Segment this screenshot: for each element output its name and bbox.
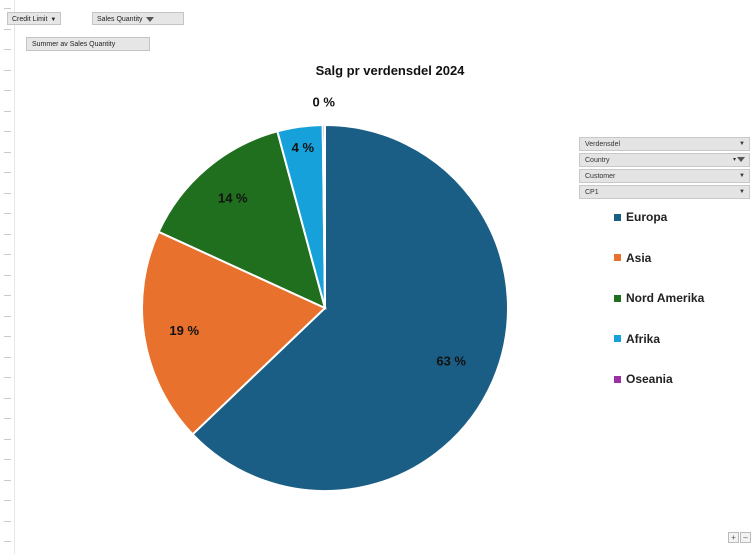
zoom-in-button[interactable]: + xyxy=(728,532,739,543)
sales-quantity-label: Sales Quantity xyxy=(97,16,143,23)
pie-slice-oseania[interactable] xyxy=(321,123,326,309)
legend-swatch xyxy=(614,213,621,221)
legend-label: Asia xyxy=(626,250,652,265)
dropdown-arrow-icon: ▼ xyxy=(739,173,745,179)
legend-swatch xyxy=(614,335,621,342)
axis-field-list: Verdensdel ▼ Country ▾ Customer ▼ CP1 ▼ xyxy=(579,137,750,201)
dropdown-arrow-icon: ▼ xyxy=(739,189,745,195)
legend-item-afrika[interactable]: Afrika xyxy=(614,330,704,348)
chart-legend: Europa Asia Nord Amerika Afrika Oseania xyxy=(614,208,704,411)
zoom-out-button[interactable]: – xyxy=(740,532,751,543)
legend-label: Afrika xyxy=(626,331,661,346)
values-field-button[interactable]: Summer av Sales Quantity xyxy=(26,37,150,51)
pie-slice-europa[interactable] xyxy=(191,123,509,492)
field-button-customer[interactable]: Customer ▼ xyxy=(579,169,750,183)
legend-label: Oseania xyxy=(626,372,673,386)
chart-title: Salg pr verdensdel 2024 xyxy=(315,63,465,78)
data-label-oseania: 0 % xyxy=(313,94,336,109)
pie-slice-asia[interactable] xyxy=(141,230,327,436)
field-label-customer: Customer xyxy=(585,173,616,180)
sales-quantity-filter-button[interactable]: Sales Quantity xyxy=(92,12,184,25)
field-label-cp1: CP1 xyxy=(585,189,599,196)
legend-item-oseania[interactable]: Oseania xyxy=(614,370,704,388)
legend-swatch xyxy=(614,254,621,261)
field-button-verdensdel[interactable]: Verdensdel ▼ xyxy=(579,137,750,151)
data-label-europa: 63 % xyxy=(436,353,466,368)
data-label-nord-amerika: 14 % xyxy=(218,190,248,205)
credit-limit-filter-button[interactable]: Credit Limit ▼ xyxy=(7,12,62,25)
credit-limit-label: Credit Limit xyxy=(12,16,48,23)
filter-icon xyxy=(145,16,154,22)
data-label-afrika: 4 % xyxy=(292,140,315,155)
dropdown-arrow-icon: ▼ xyxy=(739,141,745,147)
pie-slice-nord-amerika[interactable] xyxy=(157,130,327,310)
row-ruler xyxy=(0,0,15,554)
legend-item-europa[interactable]: Europa xyxy=(614,208,704,226)
field-label-verdensdel: Verdensdel xyxy=(585,141,621,148)
data-label-asia: 19 % xyxy=(169,323,199,338)
filter-icon: ▾ xyxy=(733,154,745,167)
legend-item-asia[interactable]: Asia xyxy=(614,249,704,267)
legend-label: Europa xyxy=(626,210,668,224)
legend-swatch xyxy=(614,375,621,383)
field-button-country[interactable]: Country ▾ xyxy=(579,153,750,167)
field-label-country: Country xyxy=(585,157,610,164)
dropdown-arrow-icon: ▼ xyxy=(50,17,57,23)
legend-swatch xyxy=(614,294,621,302)
legend-label: Nord Amerika xyxy=(626,291,705,305)
field-button-cp1[interactable]: CP1 ▼ xyxy=(579,185,750,199)
legend-item-nord-amerika[interactable]: Nord Amerika xyxy=(614,289,704,307)
